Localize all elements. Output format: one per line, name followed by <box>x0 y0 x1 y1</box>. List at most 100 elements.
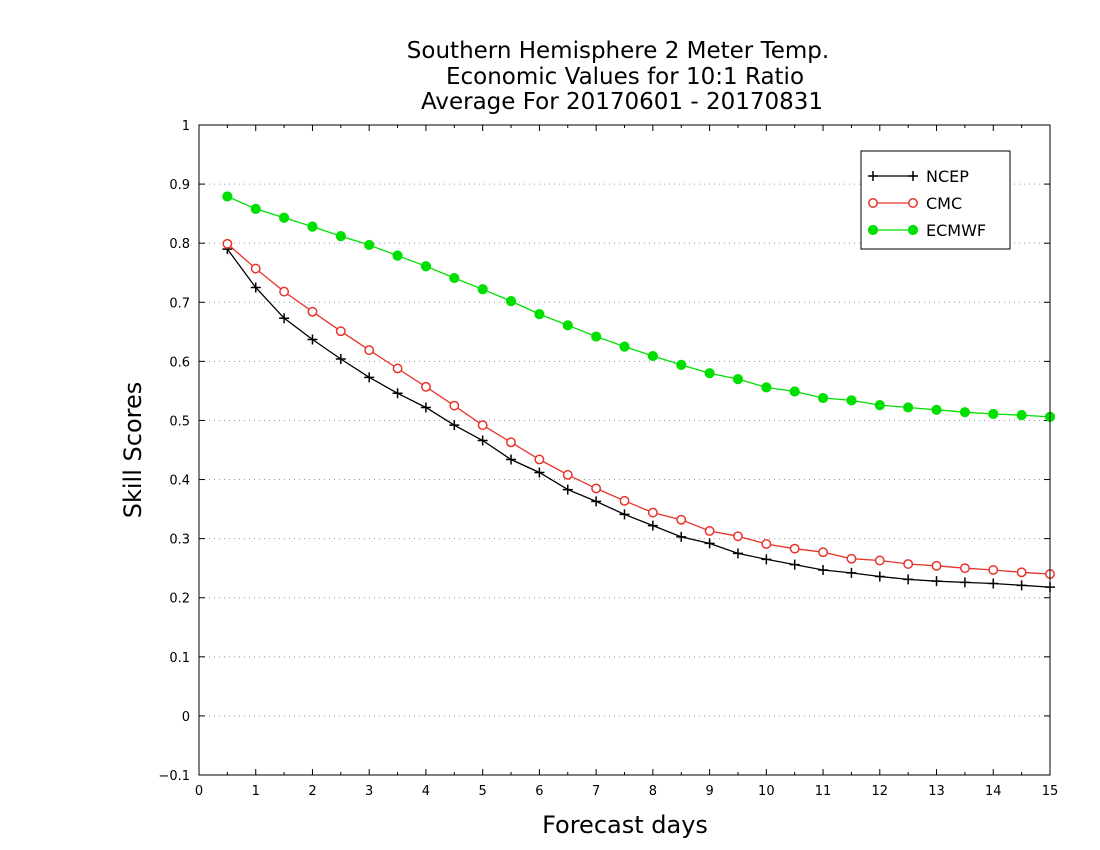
point-ecmwf <box>364 239 375 251</box>
chart-title-line-1: Southern Hemisphere 2 Meter Temp. <box>407 38 829 64</box>
chart-title-line-3: Average For 20170601 - 20170831 <box>421 89 823 115</box>
x-tick-label: 9 <box>705 784 713 799</box>
point-cmc <box>789 543 800 554</box>
point-ecmwf <box>988 408 999 420</box>
point-ncep <box>307 334 318 345</box>
point-ecmwf <box>449 272 460 284</box>
x-tick-label: 10 <box>758 784 775 799</box>
point-cmc <box>591 483 602 494</box>
point-ecmwf <box>335 230 346 242</box>
point-cmc <box>959 563 970 574</box>
point-ncep <box>761 554 772 565</box>
point-ecmwf <box>903 402 914 413</box>
x-tick-label: 4 <box>422 784 430 799</box>
point-cmc <box>846 553 857 564</box>
x-tick-label: 13 <box>928 784 945 799</box>
point-ecmwf <box>647 350 658 362</box>
legend-box <box>860 150 1011 250</box>
point-ncep <box>477 435 488 446</box>
point-cmc <box>250 263 261 274</box>
point-cmc <box>818 547 829 558</box>
x-tick-label: 6 <box>535 784 543 799</box>
point-ncep <box>959 577 970 588</box>
point-cmc <box>647 507 658 518</box>
point-ncep <box>704 538 715 549</box>
point-ecmwf <box>392 250 403 261</box>
point-ncep <box>364 372 375 383</box>
x-tick-label: 11 <box>815 784 832 799</box>
series-cmc <box>222 238 1055 580</box>
point-ecmwf <box>591 331 602 342</box>
point-cmc <box>733 531 743 542</box>
point-ecmwf <box>732 373 744 385</box>
y-tick-label: 0 <box>182 710 190 725</box>
legend-label-cmc: CMC <box>926 194 962 213</box>
point-cmc <box>1016 567 1027 578</box>
point-ecmwf <box>279 212 290 223</box>
series-line-ncep <box>226 248 1051 588</box>
y-tick-label: 0.7 <box>169 296 190 311</box>
gridlines <box>199 183 1050 717</box>
point-ncep <box>591 496 602 507</box>
point-ecmwf <box>562 320 573 331</box>
legend: NCEP CMC ECMWF <box>860 150 1011 250</box>
axis-ticks: 0 1 2 3 4 5 6 7 8 9 10 11 12 13 14 15−0.100.10.20.30.40… <box>158 119 1058 799</box>
y-tick-label: 0.3 <box>169 533 190 548</box>
chart-title-line-2: Economic Values for 10:1 Ratio <box>446 64 804 90</box>
y-tick-label: 0.6 <box>169 355 190 370</box>
point-cmc <box>420 381 431 392</box>
y-tick-label: 1 <box>182 119 190 134</box>
point-ncep <box>988 578 999 589</box>
point-ncep <box>534 467 545 478</box>
point-cmc <box>392 363 403 374</box>
point-cmc <box>761 539 772 549</box>
point-cmc <box>619 495 630 506</box>
point-ecmwf <box>959 407 971 418</box>
point-cmc <box>449 400 460 411</box>
point-ncep <box>449 420 460 431</box>
point-ncep <box>250 282 261 293</box>
point-ecmwf <box>931 404 942 415</box>
point-cmc <box>903 559 914 569</box>
y-tick-label: 0.5 <box>169 414 190 429</box>
point-ncep <box>420 402 431 413</box>
x-axis-label: Forecast days <box>542 811 708 839</box>
x-tick-label: 8 <box>649 784 657 799</box>
point-ncep <box>818 564 829 575</box>
point-ecmwf <box>307 221 318 232</box>
point-ecmwf <box>222 191 233 202</box>
y-tick-label: 0.8 <box>169 237 190 252</box>
point-ecmwf <box>676 359 687 371</box>
point-cmc <box>534 454 545 465</box>
x-tick-label: 7 <box>592 784 600 799</box>
legend-marker-cmc <box>908 198 918 208</box>
point-ncep <box>931 576 942 587</box>
y-tick-label: 0.9 <box>169 178 190 193</box>
x-tick-label: 1 <box>252 784 260 799</box>
legend-marker-ncep <box>868 171 878 181</box>
point-ncep <box>647 520 658 531</box>
x-tick-label: 3 <box>365 784 373 799</box>
x-tick-label: 12 <box>872 784 889 799</box>
series-ecmwf <box>222 191 1056 423</box>
point-ecmwf <box>789 386 800 397</box>
point-ecmwf <box>1016 410 1027 421</box>
point-ecmwf <box>704 368 715 379</box>
point-cmc <box>477 420 488 431</box>
point-ncep <box>846 567 857 578</box>
point-ncep <box>732 548 743 559</box>
x-tick-label: 14 <box>985 784 1002 799</box>
point-ncep <box>335 354 346 364</box>
y-tick-label: 0.1 <box>169 651 190 666</box>
point-cmc <box>364 345 375 356</box>
chart-title: Southern Hemisphere 2 Meter Temp. Econom… <box>407 38 829 115</box>
plot-frame <box>198 124 1051 776</box>
legend-label-ncep: NCEP <box>926 167 969 186</box>
point-ncep <box>506 454 517 465</box>
point-cmc <box>222 238 233 249</box>
legend-marker-ecmwf <box>907 224 919 236</box>
point-ncep <box>1016 580 1027 591</box>
x-tick-label: 0 <box>195 784 203 799</box>
point-cmc <box>931 560 942 571</box>
legend-marker-ecmwf <box>867 224 879 236</box>
